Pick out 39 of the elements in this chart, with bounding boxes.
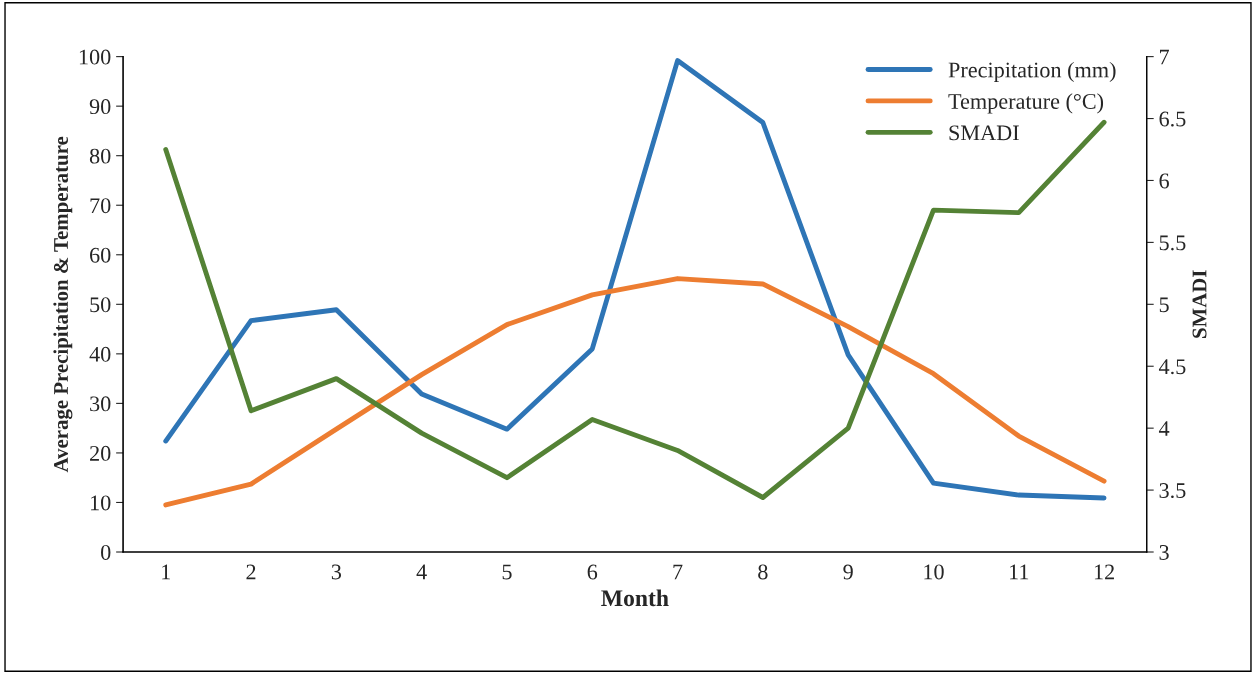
y-tick-label: 80	[89, 148, 111, 164]
y-tick-label: 70	[90, 198, 111, 214]
x-tick-label: 6	[587, 564, 598, 580]
x-tick-label: 1	[162, 564, 170, 580]
line-series	[163, 276, 1107, 508]
x-tick-label: 8	[758, 564, 768, 580]
y2-tick-label: 4	[1158, 421, 1170, 436]
legend-label: Temperature (°C)	[948, 93, 1104, 114]
y-axis-title: Average Precipitation & Temperature	[53, 136, 73, 473]
y-tick-label: 40	[89, 346, 111, 362]
y2-tick-label: 4.5	[1158, 359, 1186, 375]
y-tick-label: 30	[90, 396, 111, 412]
x-tick-label: 7	[673, 564, 683, 580]
x-tick-label: 4	[416, 564, 427, 580]
y2-tick-label: 6	[1159, 173, 1169, 189]
x-tick-label: 11	[1010, 564, 1029, 580]
legend-label: Precipitation (mm)	[948, 61, 1116, 83]
y2-tick-label: 6.5	[1159, 111, 1186, 127]
x-tick-label: 5	[502, 564, 512, 580]
x-axis-title: Month	[601, 589, 669, 607]
y-tick-label: 0	[101, 544, 111, 560]
y-tick-label: 90	[89, 99, 111, 115]
y-tick-label: 10	[91, 495, 111, 511]
y-tick-label: 60	[90, 247, 111, 263]
y2-axis-title: SMADI	[1192, 270, 1207, 338]
y-tick-label: 50	[90, 297, 111, 313]
y-tick-label: 20	[90, 445, 111, 461]
y2-tick-label: 3	[1159, 545, 1169, 560]
y2-tick-label: 5	[1159, 297, 1169, 313]
x-tick-label: 3	[331, 564, 342, 580]
x-tick-label: 9	[843, 564, 853, 580]
y2-tick-label: 5.5	[1159, 235, 1186, 251]
x-tick-label: 12	[1094, 564, 1114, 580]
y2-tick-label: 7	[1160, 49, 1170, 65]
legend-label: SMADI	[949, 125, 1019, 141]
x-tick-label: 10	[924, 564, 944, 580]
y2-tick-label: 3.5	[1159, 483, 1186, 499]
y-tick-label: 100	[79, 49, 111, 65]
x-tick-label: 2	[246, 564, 256, 580]
